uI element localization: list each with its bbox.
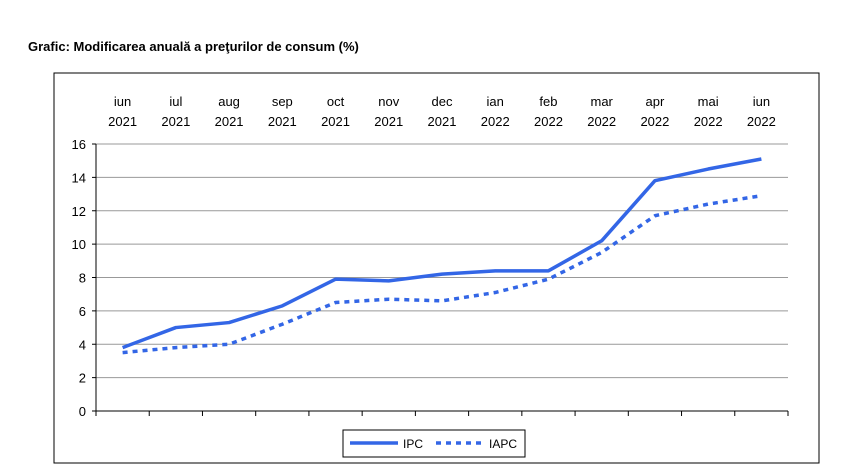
y-tick-label: 2 — [79, 371, 86, 386]
x-tick-label: 2021 — [161, 114, 190, 129]
x-tick-label: 2021 — [268, 114, 297, 129]
x-tick-label: iun — [753, 94, 770, 109]
chart-frame — [53, 72, 820, 464]
x-tick-label: 2021 — [215, 114, 244, 129]
x-tick-label: mar — [590, 94, 613, 109]
chart-title: Grafic: Modificarea anuală a preţurilor … — [28, 39, 359, 54]
legend-label-ipc: IPC — [403, 437, 423, 451]
x-tick-label: aug — [218, 94, 240, 109]
x-tick-label: apr — [646, 94, 665, 109]
x-tick-label: sep — [272, 94, 293, 109]
x-tick-label: 2022 — [640, 114, 669, 129]
x-tick-label: 2022 — [694, 114, 723, 129]
x-tick-label: feb — [539, 94, 557, 109]
y-tick-label: 14 — [72, 170, 86, 185]
x-tick-label: 2022 — [587, 114, 616, 129]
y-tick-label: 4 — [79, 337, 86, 352]
y-tick-label: 10 — [72, 237, 86, 252]
x-tick-label: 2021 — [374, 114, 403, 129]
x-tick-label: 2021 — [108, 114, 137, 129]
x-tick-label: 2022 — [747, 114, 776, 129]
x-tick-label: 2022 — [534, 114, 563, 129]
x-tick-labels: iun 2021 iul 2021 aug 2021 sep 2021 oct 2021 nov 20… — [108, 94, 776, 129]
x-tick-label: iul — [169, 94, 182, 109]
x-tick-label: dec — [432, 94, 453, 109]
y-tick-label: 12 — [72, 204, 86, 219]
legend-label-iapc: IAPC — [489, 437, 517, 451]
y-tick-label: 6 — [79, 304, 86, 319]
axes — [92, 143, 789, 416]
y-tick-label: 8 — [79, 271, 86, 286]
x-tick-label: ian — [487, 94, 504, 109]
legend: IPC IAPC — [342, 429, 526, 458]
x-tick-label: 2021 — [428, 114, 457, 129]
y-tick-label: 0 — [79, 404, 86, 419]
y-tick-labels: 0 2 4 6 8 10 12 14 16 — [72, 137, 86, 419]
x-tick-label: nov — [378, 94, 399, 109]
x-tick-label: 2021 — [321, 114, 350, 129]
x-tick-label: iun — [114, 94, 131, 109]
x-tick-label: mai — [698, 94, 719, 109]
series-lines — [121, 157, 762, 355]
x-tick-label: 2022 — [481, 114, 510, 129]
x-tick-label: oct — [327, 94, 345, 109]
y-tick-label: 16 — [72, 137, 86, 152]
